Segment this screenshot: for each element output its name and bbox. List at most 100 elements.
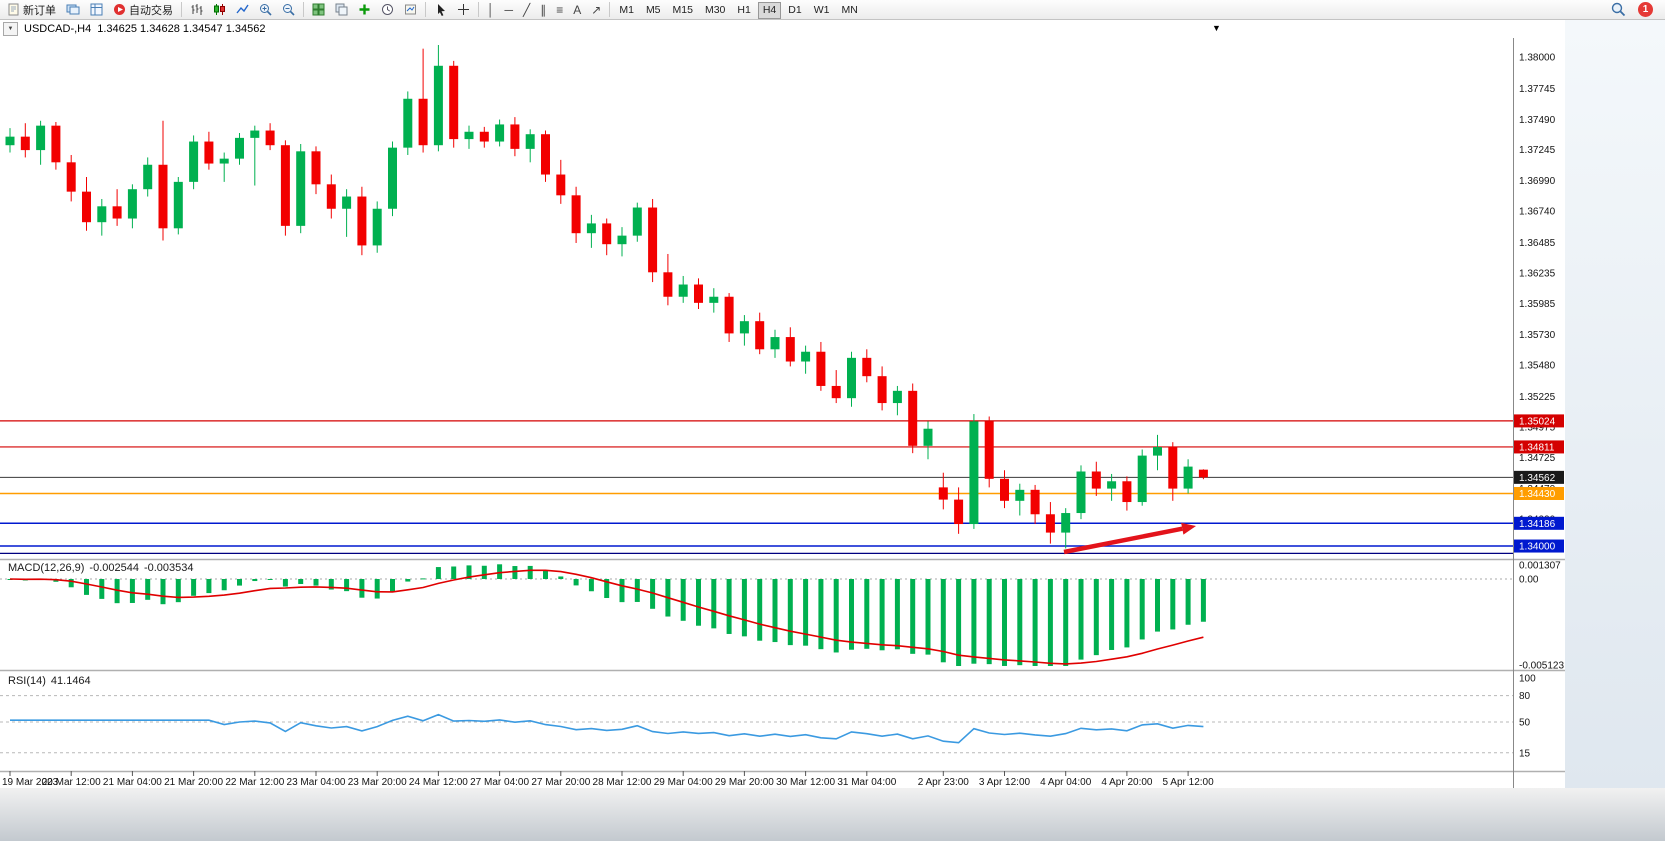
svg-text:1.35730: 1.35730 [1519,330,1556,341]
tile-windows-button[interactable] [308,1,329,18]
profiles-button[interactable] [62,1,84,18]
chart-ohlc-values: 1.34625 1.34628 1.34547 1.34562 [97,23,266,35]
crosshair-button[interactable] [453,1,474,18]
trend-arrow[interactable] [1063,522,1196,555]
timeframe-MN[interactable]: MN [836,2,862,19]
timeframe-H1[interactable]: H1 [732,2,755,19]
chart-symbol-period: USDCAD-,H4 [24,23,92,35]
svg-text:1.36990: 1.36990 [1519,176,1556,187]
toolbar-separator [425,2,426,17]
toolbar-separator [303,2,304,17]
shapes-button[interactable]: ↗ [587,1,605,18]
chart-menu-button[interactable]: ▼ [3,22,18,36]
svg-text:20 Mar 12:00: 20 Mar 12:00 [42,777,101,788]
chart-canvas[interactable]: 1.38000 1.37745 1.37490 1.37245 1.36990 1.367… [0,38,1565,788]
svg-text:1.37745: 1.37745 [1519,84,1556,95]
time-periods-button[interactable] [377,1,398,18]
svg-text:-0.005123: -0.005123 [1519,661,1564,672]
timeframe-D1[interactable]: D1 [783,2,806,19]
svg-text:23 Mar 20:00: 23 Mar 20:00 [348,777,407,788]
rsi-indicator-label: RSI(14) 41.1464 [8,675,96,687]
notification-badge[interactable]: 1 [1638,2,1653,17]
price-marker-box [1514,440,1564,454]
text-button[interactable]: A [569,1,585,18]
zoom-in-button[interactable] [255,1,276,18]
svg-text:2 Apr 23:00: 2 Apr 23:00 [918,777,970,788]
svg-text:1.34186: 1.34186 [1519,519,1556,530]
vertical-line-icon: │ [487,2,495,17]
horizontal-lines [0,420,1513,554]
new-order-button[interactable]: 新订单 [3,1,60,18]
svg-text:1.38000: 1.38000 [1519,53,1556,64]
text-label-icon: A [573,2,582,17]
trendline-icon: ╱ [523,2,531,17]
vertical-line-button[interactable]: │ [483,1,499,18]
timeframe-M1[interactable]: M1 [614,2,639,19]
price-axis: 1.38000 1.37745 1.37490 1.37245 1.36990 1.367… [1513,38,1564,788]
candle-chart-type-button[interactable] [209,1,230,18]
bar-chart-type-button[interactable] [186,1,207,18]
horizontal-line-button[interactable]: ─ [501,1,518,18]
trendline-button[interactable]: ╱ [519,1,534,18]
svg-text:80: 80 [1519,691,1531,702]
add-indicator-icon [358,3,371,16]
rsi-indicator [0,695,1513,754]
macd-signal-value: -0.003534 [143,562,194,574]
market-watch-button[interactable] [86,1,107,18]
macd-indicator [0,564,1513,666]
timeframe-M30[interactable]: M30 [700,2,730,19]
svg-text:1.34000: 1.34000 [1519,542,1556,553]
clock-icon [381,3,394,16]
rsi-line [10,713,1204,744]
timeframe-M5[interactable]: M5 [641,2,666,19]
chart-shift-marker[interactable]: ▼ [1212,23,1221,33]
svg-text:30 Mar 12:00: 30 Mar 12:00 [776,777,835,788]
new-order-label: 新订单 [23,4,56,17]
timeframe-M15[interactable]: M15 [668,2,698,19]
timeframe-W1[interactable]: W1 [809,2,835,19]
timeframe-group: M1 M5 M15 M30 H1 H4 D1 W1 MN [613,0,863,19]
svg-text:50: 50 [1519,718,1531,729]
templates-icon [404,3,417,16]
svg-text:0.00: 0.00 [1519,575,1539,586]
candlestick-series[interactable] [5,45,1208,549]
line-chart-type-button[interactable] [232,1,253,18]
cascade-windows-button[interactable] [331,1,352,18]
toolbar-separator [478,2,479,17]
svg-text:21 Mar 20:00: 21 Mar 20:00 [164,777,223,788]
panel-separators [0,558,1565,773]
macd-indicator-label: MACD(12,26,9) -0.002544 -0.003534 [8,562,199,574]
toolbar-separator [609,2,611,17]
window-right-margin [1565,20,1665,788]
svg-text:100: 100 [1519,674,1536,685]
svg-text:29 Mar 20:00: 29 Mar 20:00 [715,777,774,788]
svg-text:1.34430: 1.34430 [1519,489,1556,500]
macd-name: MACD(12,26,9) [8,562,85,574]
macd-signal-line [9,569,1204,665]
svg-text:0.001307: 0.001307 [1519,561,1561,572]
equidistant-channel-icon: ∥ [540,2,547,17]
auto-trading-button[interactable]: 自动交易 [109,1,177,18]
search-button[interactable] [1607,1,1630,18]
price-marker-box [1514,539,1564,553]
horizontal-line-icon: ─ [504,2,514,17]
channel-button[interactable]: ∥ [536,1,550,18]
profiles-icon [66,3,80,16]
zoom-out-button[interactable] [278,1,299,18]
search-icon [1611,2,1626,17]
fibonacci-button[interactable]: ≡ [552,1,567,18]
svg-text:5 Apr 12:00: 5 Apr 12:00 [1163,777,1215,788]
cursor-icon [434,3,447,16]
svg-text:22 Mar 12:00: 22 Mar 12:00 [225,777,284,788]
svg-text:3 Apr 12:00: 3 Apr 12:00 [979,777,1031,788]
cursor-button[interactable] [430,1,451,18]
templates-button[interactable] [400,1,421,18]
svg-text:24 Mar 12:00: 24 Mar 12:00 [409,777,468,788]
indicators-button[interactable] [354,1,375,18]
svg-text:4 Apr 20:00: 4 Apr 20:00 [1101,777,1153,788]
svg-text:27 Mar 20:00: 27 Mar 20:00 [531,777,590,788]
price-marker-box [1514,486,1564,500]
svg-text:1.35024: 1.35024 [1519,416,1556,427]
svg-text:1.36235: 1.36235 [1519,268,1556,279]
timeframe-H4[interactable]: H4 [757,1,782,19]
